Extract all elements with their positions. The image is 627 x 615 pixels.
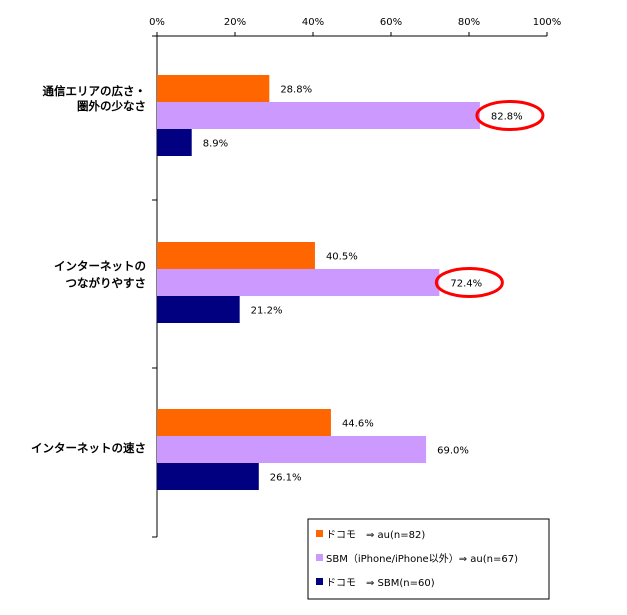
- bar: [157, 269, 440, 296]
- category-label: 通信エリアの広さ・: [43, 84, 147, 98]
- x-tick-label: 20%: [224, 17, 246, 28]
- x-tick-label: 40%: [302, 17, 324, 28]
- bar: [157, 436, 427, 463]
- bars: 28.8% 40.5% 44.6% 82.8% 72.4% 69.0% 8.9% 21.2% 2…: [157, 75, 523, 490]
- x-tick-label: 100%: [533, 17, 562, 28]
- data-label: 82.8%: [491, 112, 523, 123]
- legend: ドコモ ⇒ au(n=82) SBM（iPhone/iPhone以外）⇒ au(n…: [307, 518, 550, 600]
- legend-entry: SBM（iPhone/iPhone以外）⇒ au(n=67): [326, 553, 518, 565]
- x-tick-label: 0%: [149, 17, 165, 28]
- axes: 0% 20% 40% 60% 80% 100% 通信エリアの広さ・圏外の少なさインターネット…: [31, 17, 562, 538]
- bar: [157, 102, 480, 129]
- category-label: 圏外の少なさ: [77, 99, 146, 113]
- data-label: 72.4%: [450, 279, 482, 290]
- highlight-ellipse: [475, 100, 545, 131]
- data-label: 21.2%: [251, 306, 283, 317]
- bar: [157, 296, 240, 323]
- x-tick-label: 60%: [380, 17, 402, 28]
- highlight-circles: [434, 100, 545, 298]
- legend-entry: ドコモ ⇒ au(n=82): [326, 530, 425, 541]
- x-tick-label: 80%: [458, 17, 480, 28]
- data-label: 26.1%: [270, 473, 302, 484]
- legend-swatch: [316, 530, 323, 537]
- bar: [157, 129, 192, 156]
- highlight-ellipse: [434, 267, 504, 298]
- data-label: 69.0%: [437, 446, 469, 457]
- bar: [157, 242, 315, 269]
- legend-entry: ドコモ ⇒ SBM(n=60): [326, 578, 435, 589]
- category-label: つながりやすさ: [66, 276, 147, 290]
- data-label: 8.9%: [203, 139, 228, 150]
- category-label: インターネットの速さ: [31, 441, 146, 455]
- bar: [157, 75, 270, 102]
- bar: [157, 409, 331, 436]
- category-label: インターネットの: [54, 259, 146, 273]
- bar: [157, 463, 259, 490]
- legend-swatch: [316, 554, 323, 561]
- legend-box: [307, 518, 550, 600]
- legend-swatch: [316, 578, 323, 585]
- data-label: 28.8%: [280, 85, 312, 96]
- data-label: 40.5%: [326, 252, 358, 263]
- data-label: 44.6%: [342, 419, 374, 430]
